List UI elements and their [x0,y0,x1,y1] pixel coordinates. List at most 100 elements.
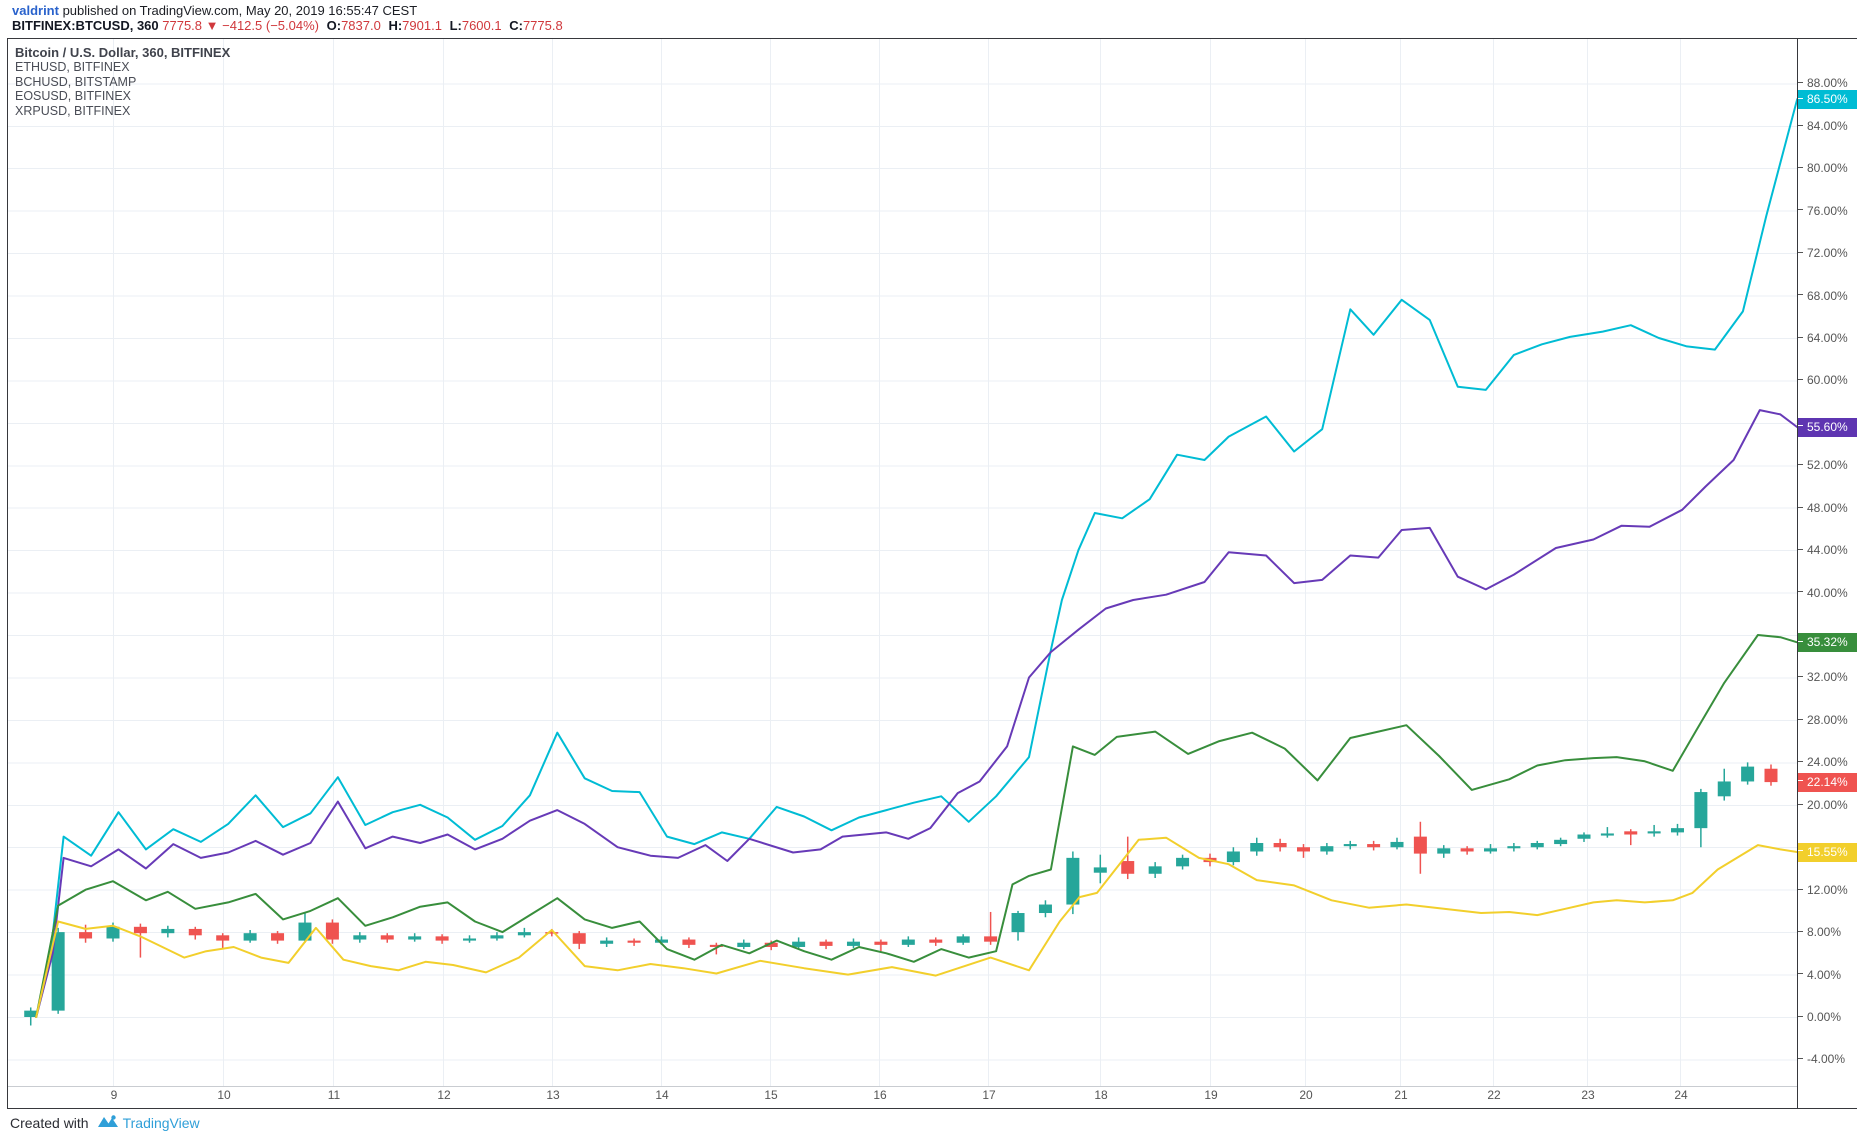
legend-item-bchusd[interactable]: BCHUSD, BITSTAMP [15,74,137,89]
tick-label: 4.00% [1807,967,1842,982]
high-value: 7901.1 [402,18,442,33]
y-axis-tick: 20.00% [1798,798,1848,812]
tick-dash [1798,1058,1803,1060]
tick-label: 0.00% [1807,1010,1842,1024]
candle-body [1148,866,1162,874]
badge-dash [1798,850,1803,852]
tick-label: 8.00% [1807,925,1842,940]
badge-value: 22.14% [1807,774,1848,789]
tick-dash [1798,548,1803,550]
legend-item-ethusd[interactable]: ETHUSD, BITFINEX [15,60,130,74]
price-axis[interactable]: 88.00% 84.00% 80.00% 76.00% 72.00% 68.00% 64.0… [1797,39,1857,1108]
candle-body [408,936,422,940]
tick-label: 20.00% [1807,797,1848,812]
y-axis-tick: 0.00% [1798,1010,1841,1024]
badge-value: 15.55% [1807,844,1848,859]
tradingview-brand-link[interactable]: TradingView [122,1115,200,1131]
y-axis-tick: 40.00% [1798,586,1848,600]
series-line-ethusd [35,98,1797,1018]
tick-dash [1798,124,1803,126]
y-axis-tick: 52.00% [1798,458,1848,472]
candle-body [1530,842,1544,848]
candle-body [901,939,915,945]
y-axis-tick: 4.00% [1798,968,1841,982]
tick-dash [1798,336,1803,338]
y-axis-tick: 76.00% [1798,204,1848,218]
tick-label: 52.00% [1807,458,1848,473]
candle-body [1011,913,1025,933]
tick-dash [1798,294,1803,296]
candle-body [325,922,339,940]
x-axis-label: 22 [1487,1088,1501,1102]
price-badge: 15.55% [1798,842,1857,862]
price-badge: 22.14% [1798,772,1857,792]
price-badge: 86.50% [1798,89,1857,109]
candle-body [1624,831,1638,835]
tick-dash [1798,506,1803,508]
x-axis-label: 16 [873,1088,887,1102]
tick-dash [1798,1015,1803,1017]
chart-container: Bitcoin / U.S. Dollar, 360, BITFINEX ETH… [7,38,1857,1109]
y-axis-tick: 28.00% [1798,713,1848,727]
candle-body [243,933,257,941]
x-axis-label: 12 [437,1088,451,1102]
y-axis-tick: -4.00% [1798,1052,1845,1066]
symbol-status-line: BITFINEX:BTCUSD, 360 7775.8 ▼ −412.5 (−5… [12,18,563,33]
y-axis-tick: 88.00% [1798,76,1848,90]
tick-dash [1798,973,1803,975]
candle-body [764,942,778,947]
candle-body [106,926,120,939]
candle-body [600,940,614,944]
candle-body [1694,792,1708,829]
candle-body [737,942,751,947]
legend-item-eosusd[interactable]: EOSUSD, BITFINEX [15,89,131,103]
byline-text: published on TradingView.com, May 20, 20… [58,3,418,18]
author-link[interactable]: valdrint [12,3,59,18]
price-badge: 35.32% [1798,632,1857,652]
tick-label: 44.00% [1807,543,1848,558]
x-axis-label: 9 [110,1088,118,1102]
tick-dash [1798,803,1803,805]
x-axis-label: 15 [764,1088,778,1102]
tick-label: 60.00% [1807,373,1848,388]
badge-dash [1798,640,1803,642]
close-label: C: [509,18,523,33]
tick-label: 40.00% [1807,585,1848,600]
x-axis-label: 19 [1204,1088,1218,1102]
badge-dash [1798,97,1803,99]
candle-body [1413,836,1427,854]
candle-body [1121,861,1135,874]
chart-plot-area[interactable] [8,39,1797,1087]
candle-body [709,944,723,947]
x-axis-label: 24 [1674,1088,1688,1102]
legend-main-symbol[interactable]: Bitcoin / U.S. Dollar, 360, BITFINEX [15,45,231,60]
tick-dash [1798,379,1803,381]
candle-body [1176,857,1190,867]
candle-body [792,941,806,947]
tick-dash [1798,591,1803,593]
candle-body [380,935,394,940]
y-axis-tick: 8.00% [1798,925,1841,939]
candle-body [517,932,531,936]
tick-label: 72.00% [1807,246,1848,261]
candle-body [1764,768,1778,783]
tick-label: 64.00% [1807,330,1848,345]
candle-body [1250,842,1264,852]
candle-body [1437,848,1451,854]
high-label: H: [388,18,403,33]
candle-body [51,932,65,1011]
tradingview-logo-icon [97,1114,119,1132]
candle-body [79,932,93,939]
candle-body [490,935,504,939]
tick-label: 48.00% [1807,500,1848,515]
tick-dash [1798,82,1803,84]
candle-body [1066,857,1080,905]
y-axis-tick: 32.00% [1798,670,1848,684]
tick-dash [1798,930,1803,932]
tick-label: 28.00% [1807,712,1848,727]
candle-body [1343,844,1357,847]
candle-body [1741,766,1755,782]
legend-item-xrpusd[interactable]: XRPUSD, BITFINEX [15,103,131,118]
y-axis-tick: 64.00% [1798,331,1848,345]
byline: valdrint published on TradingView.com, M… [12,3,417,18]
